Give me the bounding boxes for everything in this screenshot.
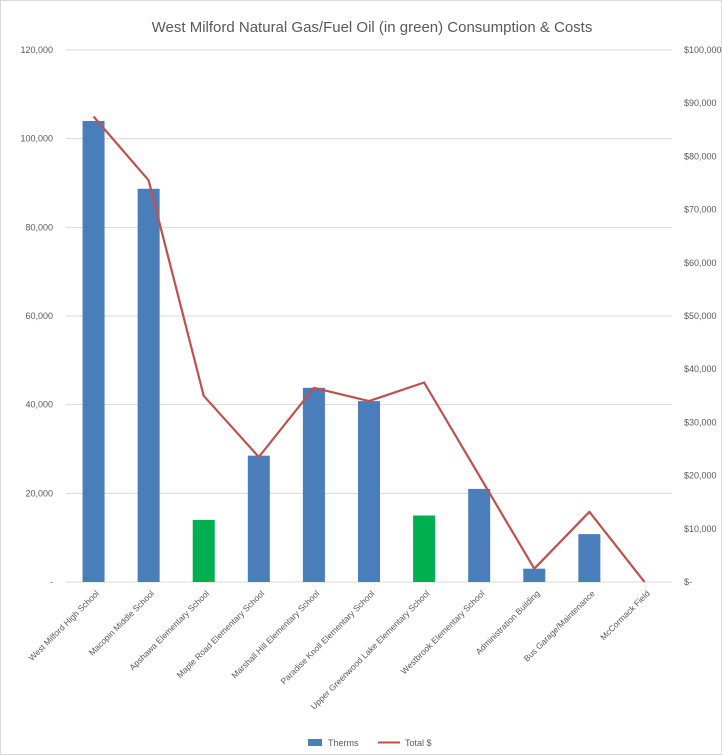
right-axis-tick-label: $20,000 (684, 471, 717, 481)
category-label: McCormack Field (598, 588, 652, 642)
right-axis-tick-label: $30,000 (684, 417, 717, 427)
right-axis-tick-label: $10,000 (684, 524, 717, 534)
left-axis-tick-label: 60,000 (25, 311, 53, 321)
category-label: Paradise Knoll Elementary School (278, 588, 376, 686)
therms-bar (137, 188, 160, 582)
right-axis-tick-label: $80,000 (684, 151, 717, 161)
right-axis-tick-label: $100,000 (684, 45, 722, 55)
therms-bar (578, 534, 601, 582)
left-axis-tick-label: 100,000 (20, 134, 53, 144)
therms-bar (358, 401, 380, 582)
right-axis-tick-label: $60,000 (684, 258, 717, 268)
left-axis-tick-label: 120,000 (20, 45, 53, 55)
left-axis-ticks: - 20,000 40,000 60,000 80,000 100,000 120,000 (20, 45, 53, 587)
therms-bars (82, 120, 601, 582)
therms-bar (523, 568, 546, 582)
legend-swatch-therms (308, 739, 322, 746)
fuel-oil-bar (192, 519, 215, 582)
right-axis-tick-label: $90,000 (684, 98, 717, 108)
fuel-oil-bar (413, 515, 436, 582)
right-axis-tick-label: $50,000 (684, 311, 717, 321)
right-axis-ticks: $- $10,000 $20,000 $30,000 $40,000 $50,000 $60… (684, 45, 722, 587)
left-axis-tick-label: 20,000 (25, 488, 53, 498)
left-axis-tick-label: 40,000 (25, 400, 53, 410)
total-cost-series-line (92, 115, 646, 583)
right-axis-tick-label: $- (684, 577, 692, 587)
category-label: Upper Greenwood Lake Elementary School (309, 588, 432, 711)
legend-label-therms: Therms (328, 738, 359, 748)
right-axis-tick-label: $40,000 (684, 364, 717, 374)
left-axis-tick-label: - (50, 577, 53, 587)
left-axis-tick-label: 80,000 (25, 222, 53, 232)
right-axis-tick-label: $70,000 (684, 205, 717, 215)
gridlines (66, 49, 672, 583)
total-cost-line (92, 115, 646, 583)
therms-bar (247, 455, 270, 582)
category-label: Maple Road Elementary School (175, 588, 267, 680)
chart-title: West Milford Natural Gas/Fuel Oil (in gr… (152, 19, 593, 36)
legend-label-total: Total $ (405, 738, 432, 748)
therms-bar (302, 387, 325, 582)
therms-bar (82, 120, 105, 582)
legend: Therms Total $ (308, 738, 432, 748)
category-label: Marshall Hill Elementary School (229, 588, 321, 680)
therms-bar (468, 488, 491, 582)
